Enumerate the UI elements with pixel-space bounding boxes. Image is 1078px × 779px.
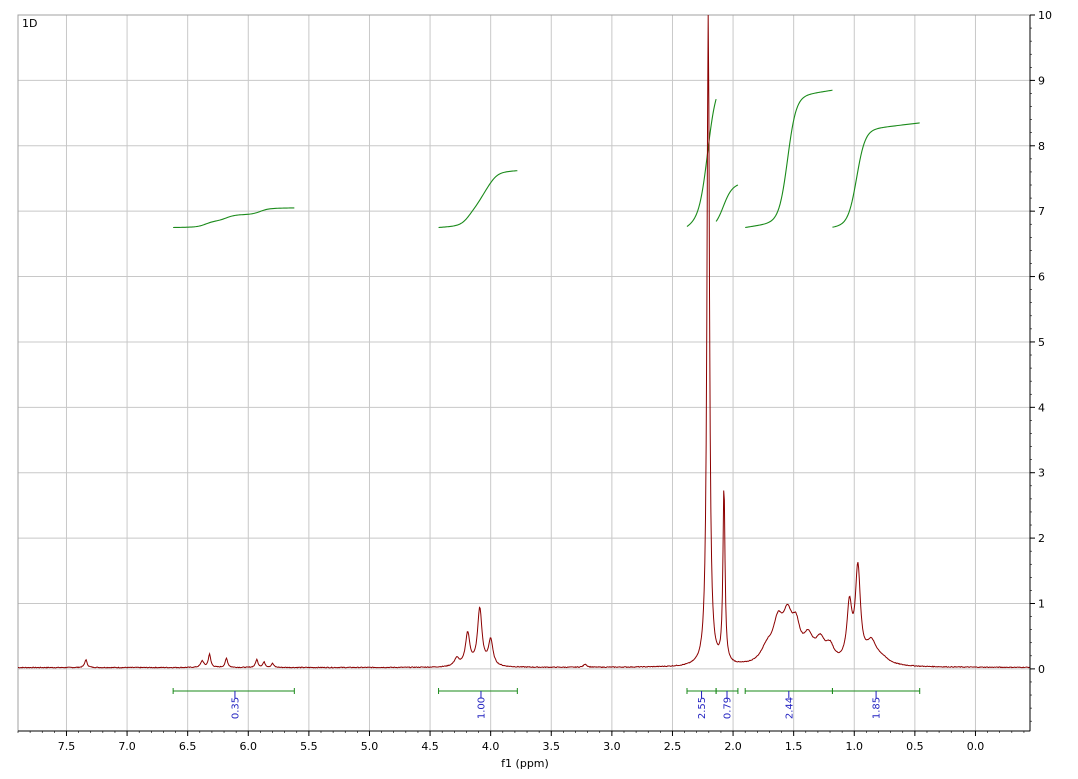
y-tick-label: 5 — [1038, 336, 1045, 349]
x-tick-label: 0.5 — [906, 740, 924, 753]
plot-frame — [17, 14, 1031, 732]
x-tick-label: 5.0 — [361, 740, 379, 753]
y-axis: 0 1 2 3 4 5 6 7 8 9 10 — [1029, 9, 1052, 731]
x-tick-label: 3.0 — [603, 740, 621, 753]
y-tick-label: 1 — [1038, 597, 1045, 610]
x-tick-label: 0.0 — [967, 740, 985, 753]
y-tick-label: 2 — [1038, 532, 1045, 545]
integral-bars: 0.35 1.00 2.55 0.79 2.44 1.85 — [172, 688, 921, 719]
y-tick-label: 4 — [1038, 401, 1045, 414]
x-axis-label: f1 (ppm) — [501, 757, 549, 770]
y-tick-label: 9 — [1038, 74, 1045, 87]
grid — [18, 14, 1030, 731]
integral-curve — [173, 207, 295, 229]
x-tick-label: 6.0 — [240, 740, 258, 753]
y-tick-label: 6 — [1038, 271, 1045, 284]
x-tick-label: 4.0 — [482, 740, 500, 753]
y-tick-label: 10 — [1038, 9, 1052, 22]
x-tick-label: 1.5 — [785, 740, 803, 753]
x-tick-label: 7.0 — [118, 740, 136, 753]
x-tick-label: 3.5 — [543, 740, 561, 753]
corner-label: 1D — [22, 17, 37, 30]
integral-curves — [173, 89, 920, 229]
integral-value-label: 0.35 — [230, 697, 241, 719]
x-tick-label: 2.0 — [724, 740, 742, 753]
integral-value-label: 1.00 — [477, 697, 488, 719]
y-tick-label: 3 — [1038, 467, 1045, 480]
integral-value-label: 2.55 — [697, 697, 708, 719]
integral-value-label: 0.79 — [723, 697, 734, 719]
y-tick-label: 8 — [1038, 140, 1045, 153]
y-tick-label: 7 — [1038, 205, 1045, 218]
x-tick-label: 7.5 — [58, 740, 76, 753]
y-tick-label: 0 — [1038, 663, 1045, 676]
x-tick-label: 1.0 — [846, 740, 864, 753]
integral-curve — [745, 89, 833, 229]
integral-curve — [438, 170, 518, 229]
integral-value-label: 2.44 — [784, 697, 795, 719]
integral-curve — [686, 98, 717, 227]
spectrum-line — [17, 14, 1031, 669]
integral-value-label: 1.85 — [872, 697, 883, 719]
integral-curve — [715, 184, 739, 222]
x-tick-label: 6.5 — [179, 740, 197, 753]
x-tick-label: 5.5 — [300, 740, 318, 753]
x-tick-label: 2.5 — [664, 740, 682, 753]
x-tick-label: 4.5 — [421, 740, 439, 753]
x-axis: 7.5 7.0 6.5 6.0 5.5 5.0 4.5 4.0 3.5 3.0 2.5 2.0 1.5 1… — [17, 730, 1030, 753]
integral-curve — [832, 122, 920, 228]
